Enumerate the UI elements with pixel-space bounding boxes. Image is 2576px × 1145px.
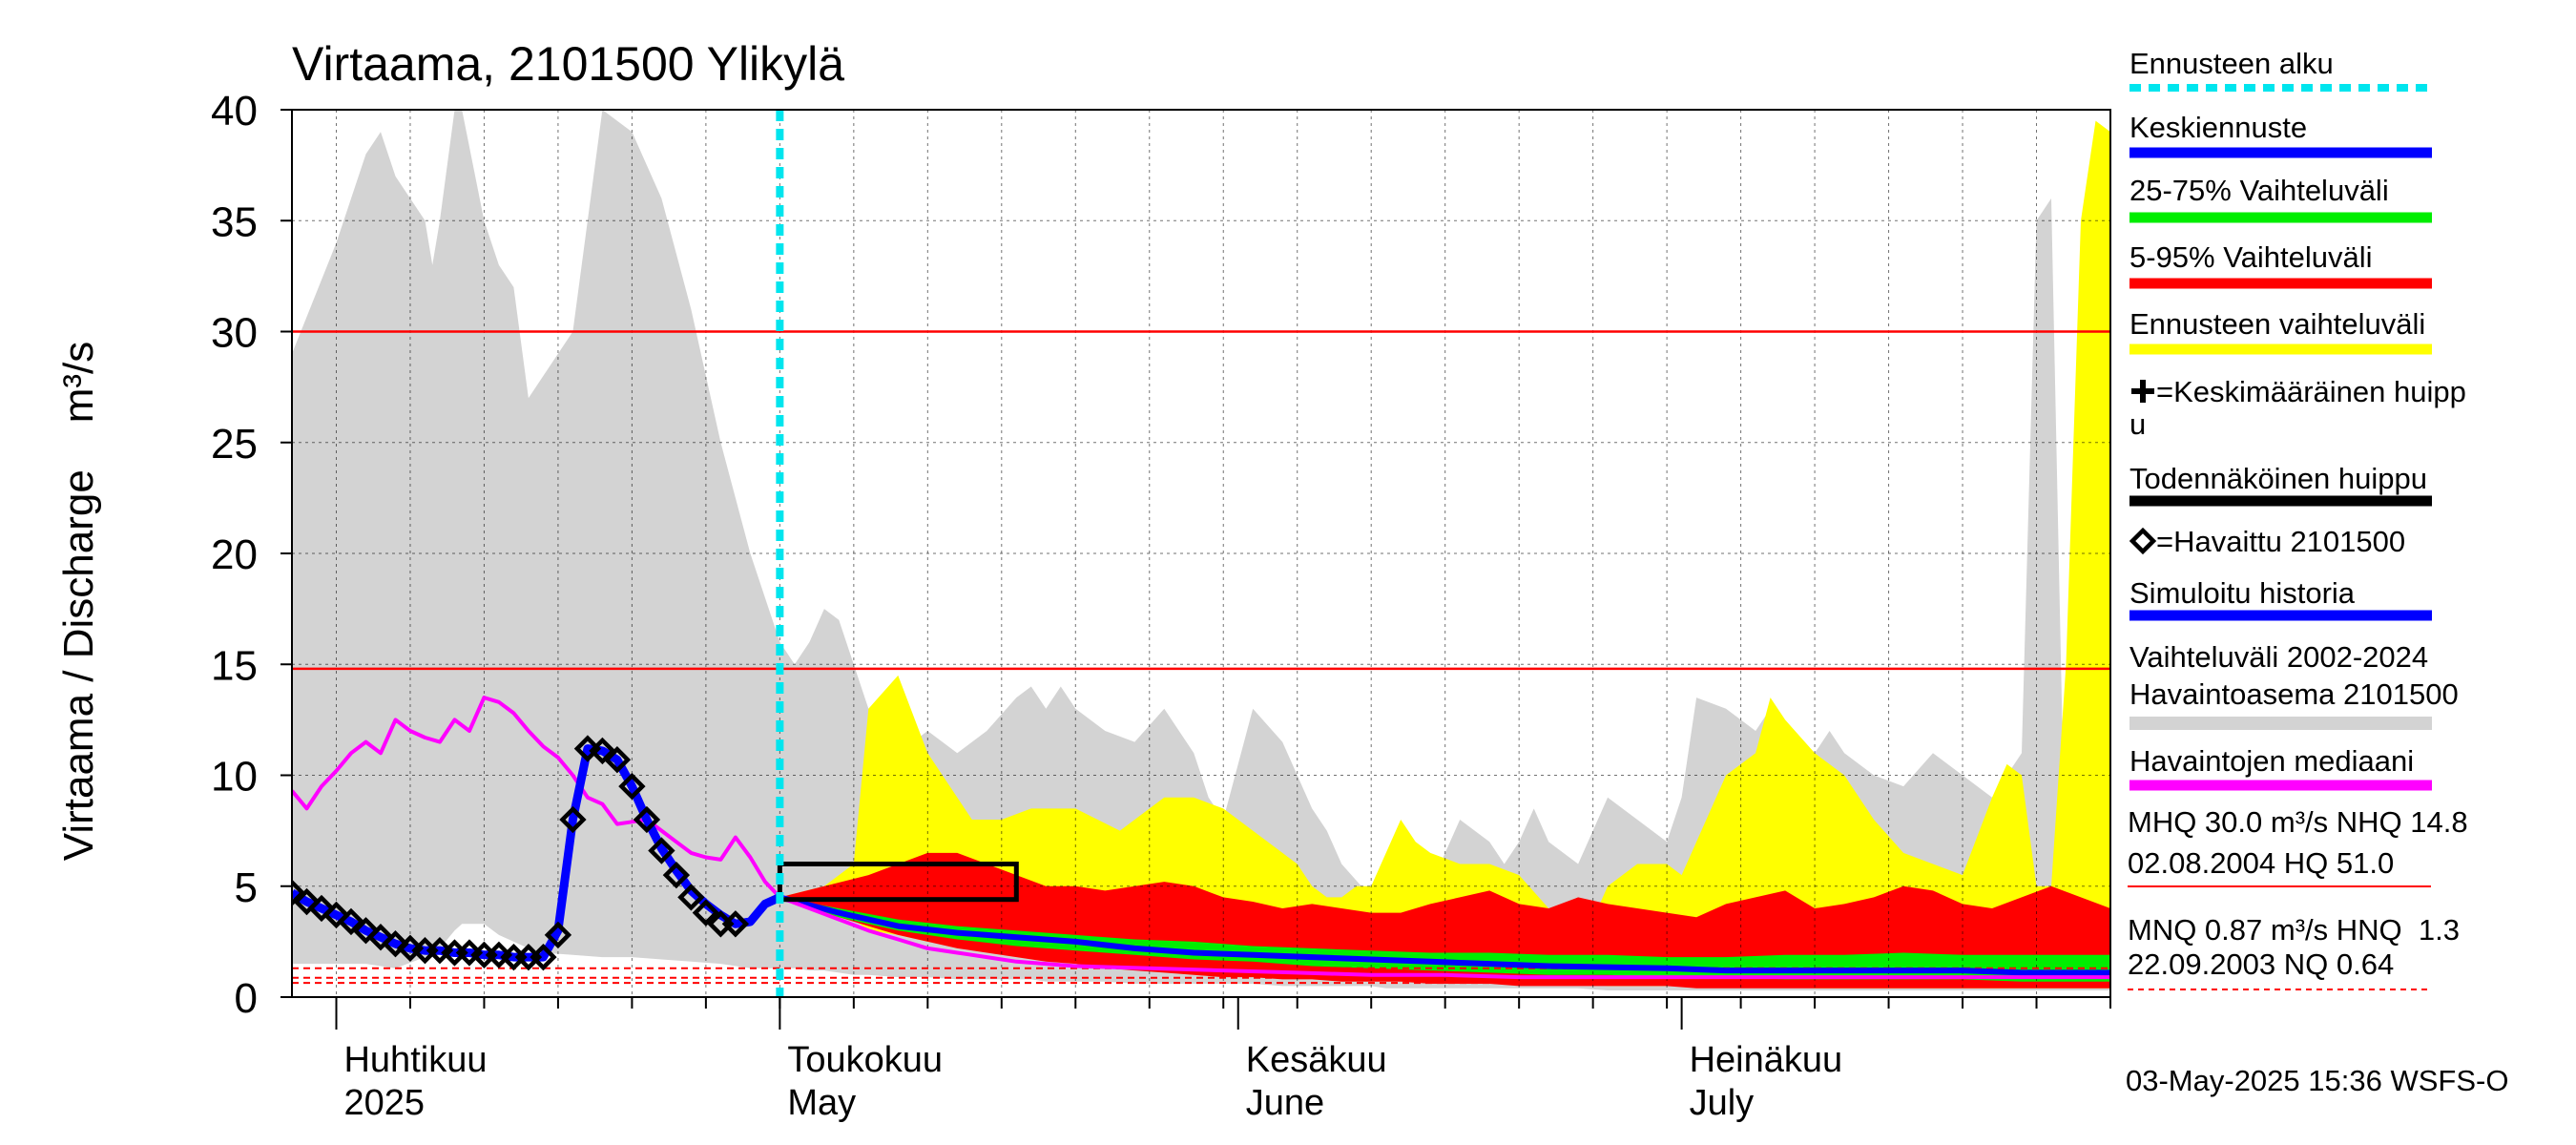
legend-label: Keskiennuste <box>2129 111 2307 144</box>
legend-item-keskim-r-inen-huipp: =Keskimääräinen huipp u <box>2129 375 2466 441</box>
observed-point <box>322 901 350 929</box>
legend-item-25-75-vaihteluv-li: 25-75% Vaihteluväli <box>2129 174 2432 223</box>
x-month-label-en: July <box>1690 1083 1755 1123</box>
observed-point <box>530 943 557 971</box>
plot-area <box>292 110 2110 997</box>
legend-item-havaittu-2101500: =Havaittu 2101500 <box>2129 525 2405 558</box>
observed-point <box>677 884 705 911</box>
legend-label: Simuloitu historia <box>2129 576 2356 610</box>
band-25-75-vaihteluv-li <box>779 897 2110 982</box>
observed-point <box>589 737 616 765</box>
y-tick-label-5: 5 <box>235 864 258 911</box>
x-month-label-fi: Kesäkuu <box>1246 1040 1387 1080</box>
plot-content <box>292 110 2110 997</box>
diamond-marker-icon <box>2129 527 2157 555</box>
y-tick-label-35: 35 <box>211 198 258 245</box>
legend-label: =Keskimääräinen huipp <box>2156 375 2466 408</box>
legend-item-todenn-k-inen-huippu: Todennäköinen huippu <box>2129 462 2432 507</box>
observed-point <box>692 899 720 926</box>
y-tick-label-25: 25 <box>211 421 258 468</box>
line-keskiennuste <box>779 894 2110 976</box>
y-tick-label-10: 10 <box>211 754 258 801</box>
x-month-label-en: May <box>787 1083 856 1123</box>
legend: Ennusteen alku Keskiennuste 25-75% Vaihtel… <box>2129 47 2466 791</box>
y-tick-label-40: 40 <box>211 88 258 135</box>
observed-point <box>721 910 750 938</box>
legend-label-continued: Havaintoasema 2101500 <box>2129 677 2459 711</box>
observed-point <box>337 907 365 936</box>
legend-label: =Havaittu 2101500 <box>2156 525 2405 558</box>
observed-point <box>382 930 409 958</box>
legend-item-ennusteen-alku: Ennusteen alku <box>2129 47 2432 92</box>
timestamp: 03-May-2025 15:36 WSFS-O <box>2126 1064 2508 1097</box>
x-month-label-fi: Toukokuu <box>787 1040 943 1080</box>
legend-label: 5-95% Vaihteluväli <box>2129 240 2372 274</box>
legend-item-simuloitu-historia: Simuloitu historia <box>2129 576 2432 621</box>
x-month-label-fi: Heinäkuu <box>1690 1040 1843 1080</box>
legend-label: Ennusteen vaihteluväli <box>2129 307 2425 341</box>
legend-item-5-95-vaihteluv-li: 5-95% Vaihteluväli <box>2129 240 2432 289</box>
legend-label: 25-75% Vaihteluväli <box>2129 174 2389 207</box>
line-havaintojen-mediaani <box>292 696 2110 980</box>
y-axis-label: Virtaama / Discharge m³/s <box>55 342 102 861</box>
observed-point <box>559 805 587 834</box>
observed-point <box>648 837 675 864</box>
legend-item-keskiennuste: Keskiennuste <box>2129 111 2432 158</box>
stats-line-1: MHQ 30.0 m³/s NHQ 14.8 <box>2128 805 2468 839</box>
axes: 0510152025303540Huhtikuu2025ToukokuuMayK… <box>211 88 2111 1123</box>
legend-label: Todennäköinen huippu <box>2129 462 2427 495</box>
x-month-label-en: 2025 <box>343 1083 425 1123</box>
legend-label: Ennusteen alku <box>2129 47 2334 80</box>
legend-label-continued: u <box>2129 407 2146 441</box>
y-tick-label-20: 20 <box>211 531 258 578</box>
y-tick-label-30: 30 <box>211 310 258 357</box>
observed-point <box>662 861 691 889</box>
y-tick-label-15: 15 <box>211 642 258 689</box>
statistics-block: MHQ 30.0 m³/s NHQ 14.8 02.08.2004 HQ 51.… <box>2128 805 2468 990</box>
observed-point <box>618 772 646 801</box>
observed-point <box>352 917 380 945</box>
legend-item-ennusteen-vaihteluv-li: Ennusteen vaihteluväli <box>2129 307 2432 355</box>
stats-line-3: MNQ 0.87 m³/s HNQ 1.3 <box>2128 913 2460 947</box>
x-month-label-en: June <box>1246 1083 1324 1123</box>
x-month-label-fi: Huhtikuu <box>343 1040 487 1080</box>
stats-line-2: 02.08.2004 HQ 51.0 <box>2128 846 2394 880</box>
legend-label: Vaihteluväli 2002-2024 <box>2129 640 2428 674</box>
observed-point <box>292 879 306 906</box>
observed-point <box>633 805 661 834</box>
observed-point <box>307 894 336 923</box>
observed-point <box>293 887 321 916</box>
stats-line-4: 22.09.2003 NQ 0.64 <box>2128 947 2394 981</box>
legend-item-vaihteluv-li-2002-2024: Vaihteluväli 2002-2024 Havaintoasema 210… <box>2129 640 2459 730</box>
legend-item-havaintojen-mediaani: Havaintojen mediaani <box>2129 744 2432 791</box>
band-vaihteluv-li-2002-2024-havaintoasema-2101500 <box>292 110 2110 990</box>
band-ennusteen-vaihteluv-li <box>779 120 2110 989</box>
observed-point <box>366 924 395 951</box>
plus-marker-icon <box>2131 380 2154 403</box>
observed-point <box>544 921 572 949</box>
chart-title: Virtaama, 2101500 Ylikylä <box>292 37 844 91</box>
observed-point <box>603 746 632 774</box>
y-tick-label-0: 0 <box>235 975 258 1022</box>
legend-label: Havaintojen mediaani <box>2129 744 2414 778</box>
